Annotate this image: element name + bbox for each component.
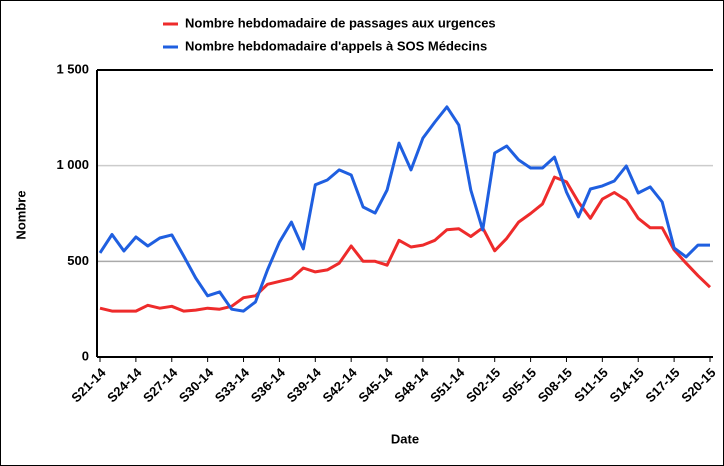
x-axis-title: Date (391, 431, 419, 446)
y-tick-label: 1 000 (56, 157, 89, 172)
legend-label: Nombre hebdomadaire de passages aux urge… (185, 15, 496, 30)
y-axis-title: Nombre (13, 190, 28, 239)
series-line (98, 105, 710, 313)
series-line (99, 175, 712, 313)
legend-label: Nombre hebdomadaire d'appels à SOS Médec… (185, 38, 487, 53)
y-tick-label: 0 (82, 348, 89, 363)
y-tick-label: 1 500 (56, 61, 89, 76)
y-tick-label: 500 (67, 253, 89, 268)
